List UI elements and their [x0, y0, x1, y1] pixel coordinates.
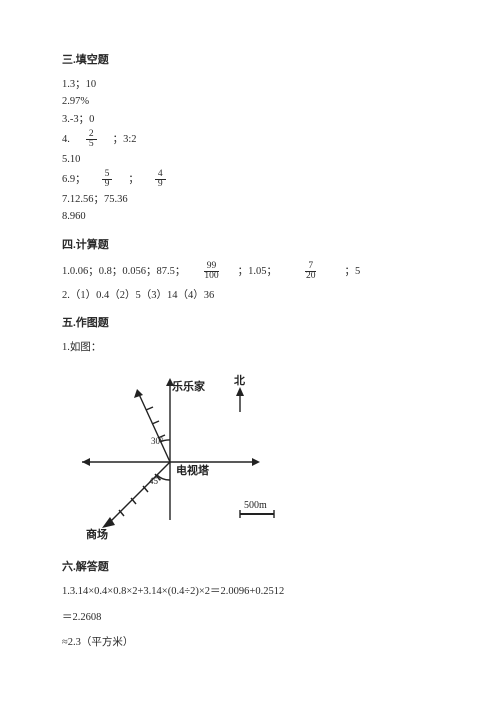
- fraction-icon: 7 20: [303, 262, 319, 282]
- fraction-icon: 99 100: [201, 262, 221, 282]
- answer-3-6-prefix: 6.9；: [62, 172, 86, 188]
- answer-3-4-prefix: 4.: [62, 132, 70, 148]
- section-3-title: 三.填空题: [62, 52, 438, 69]
- answer-3-2: 2.97%: [62, 94, 438, 110]
- fraction-icon: 5 9: [102, 170, 113, 190]
- answer-3-1: 1.3；10: [62, 77, 438, 93]
- scale-label: 500m: [244, 500, 267, 511]
- frac-den: 5: [86, 140, 97, 150]
- answer-6-1c: ≈2.3（平方米）: [62, 635, 438, 651]
- section-5-title: 五.作图题: [62, 315, 438, 332]
- answer-3-6: 6.9； 5 9 ； 4 9: [62, 170, 438, 190]
- answer-5-1: 1.如图：: [62, 340, 438, 356]
- section-4-title: 四.计算题: [62, 237, 438, 254]
- angle-30: 30°: [151, 436, 164, 446]
- page-container: 三.填空题 1.3；10 2.97% 3.-3；0 4. 2 5 ；3:2 5.…: [0, 0, 500, 673]
- label-lele: 乐乐家: [172, 379, 206, 393]
- answer-3-6-sep: ；: [128, 172, 139, 188]
- diagram-figure: 乐乐家 北 电视塔 商场 30° 45° 500m: [62, 362, 438, 548]
- section-6-title: 六.解答题: [62, 559, 438, 576]
- frac-den: 9: [102, 180, 113, 190]
- answer-6-1b: ＝2.2608: [62, 610, 438, 626]
- frac-den: 9: [155, 180, 166, 190]
- diagram-svg: 乐乐家 北 电视塔 商场 30° 45° 500m: [62, 362, 312, 542]
- answer-4-1: 1.0.06；0.8；0.056；87.5； 99 100 ；1.05； 7 2…: [62, 262, 438, 282]
- answer-3-7: 7.12.56；75.36: [62, 192, 438, 208]
- answer-4-1-prefix: 1.0.06；0.8；0.056；87.5；: [62, 264, 185, 280]
- answer-3-8: 8.960: [62, 209, 438, 225]
- frac-den: 20: [303, 272, 319, 282]
- answer-4-1-mid2: ；5: [345, 264, 361, 280]
- answer-3-4: 4. 2 5 ；3:2: [62, 130, 438, 150]
- answer-6-1a: 1.3.14×0.4×0.8×2+3.14×(0.4÷2)×2＝2.0096+0…: [62, 584, 438, 600]
- label-north: 北: [234, 373, 245, 387]
- fraction-icon: 4 9: [155, 170, 166, 190]
- angle-45: 45°: [149, 476, 162, 486]
- fraction-icon: 2 5: [86, 130, 97, 150]
- label-tvtower: 电视塔: [176, 463, 210, 477]
- answer-3-5: 5.10: [62, 152, 438, 168]
- answer-3-4-mid: ；3:2: [113, 132, 137, 148]
- answer-3-3: 3.-3；0: [62, 112, 438, 128]
- answer-4-2: 2.（1）0.4（2）5（3）14（4）36: [62, 288, 438, 304]
- label-mall: 商场: [86, 527, 108, 541]
- answer-4-1-mid1: ；1.05；: [238, 264, 277, 280]
- frac-den: 100: [201, 272, 221, 282]
